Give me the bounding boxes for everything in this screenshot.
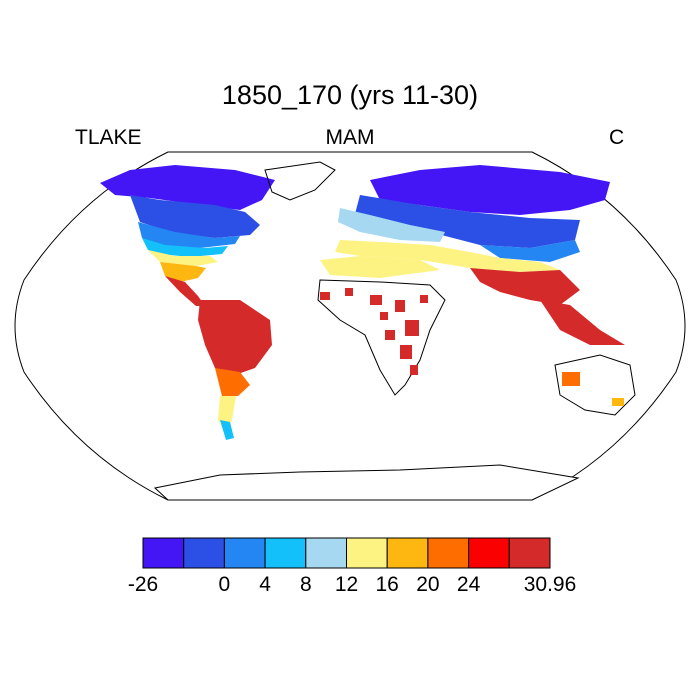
- australia-south-cell: [612, 398, 624, 406]
- colorbar-swatch: [264, 537, 307, 569]
- southeast-asia: [540, 300, 625, 345]
- europe-cool: [338, 208, 445, 242]
- africa-red-cells: [320, 288, 428, 375]
- variable-label: TLAKE: [75, 126, 142, 149]
- colorbar-tick-label: 30.96: [523, 573, 577, 596]
- australia-warm-cell: [562, 372, 580, 386]
- north-america-high-lat: [100, 165, 275, 210]
- greenland: [264, 161, 336, 201]
- land-fields: [100, 161, 636, 501]
- colorbar-swatch: [183, 537, 225, 569]
- colorbar-tick-label: 16: [375, 573, 399, 596]
- antarctica: [153, 464, 580, 501]
- colorbar-swatch: [427, 537, 470, 569]
- colorbar-swatch: [142, 537, 185, 569]
- eurasia-mid: [355, 195, 580, 248]
- colorbar-swatch: [223, 537, 266, 569]
- colorbar-tick-label: -26: [127, 573, 159, 596]
- eurasia-north: [370, 165, 610, 215]
- asia-band: [480, 240, 580, 262]
- north-america-mid: [130, 195, 260, 238]
- plot-title: 1850_170 (yrs 11-30): [221, 80, 479, 110]
- colorbar-swatch: [468, 537, 510, 569]
- season-label: MAM: [325, 126, 375, 149]
- north-america-cool: [142, 238, 228, 257]
- colorbar-tick-label: 0: [218, 573, 231, 596]
- colorbar-swatch: [508, 537, 551, 569]
- colorbar-swatch: [386, 537, 429, 569]
- south-america-tropics: [198, 300, 272, 375]
- south-america-tip: [220, 420, 234, 440]
- mediterranean-asia: [335, 240, 560, 272]
- colorbar-swatch: [305, 537, 347, 569]
- colorbar: [142, 537, 551, 569]
- colorbar-tick-label: 12: [334, 573, 359, 596]
- colorbar-tick-label: 4: [259, 573, 271, 596]
- africa-north: [320, 256, 440, 278]
- north-america-south: [160, 262, 206, 282]
- colorbar-tick-label: 8: [299, 573, 312, 596]
- units-label: C: [609, 126, 625, 149]
- colorbar-tick-label: 24: [456, 573, 481, 596]
- central-america: [165, 276, 205, 306]
- north-america-band: [138, 222, 240, 248]
- south-america-mid: [215, 368, 250, 396]
- colorbar-tick-label: 20: [416, 573, 440, 596]
- south-asia: [470, 268, 580, 305]
- colorbar-swatch: [346, 537, 388, 569]
- north-america-mild: [148, 250, 218, 266]
